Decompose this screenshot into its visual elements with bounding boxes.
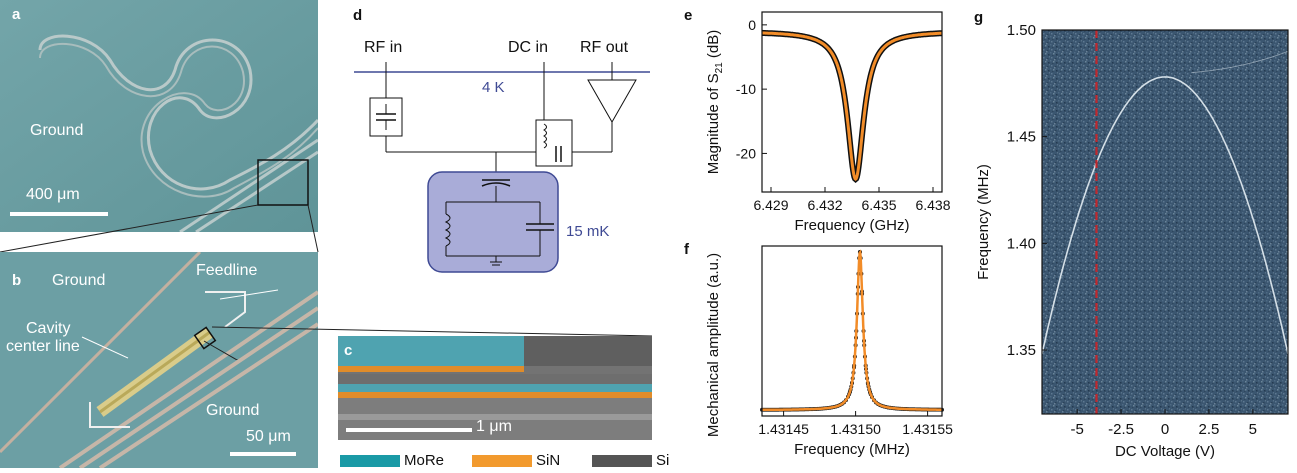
heatmap-ytick-label: 1.40 [1007, 235, 1036, 252]
bias-tee-box [535, 119, 573, 167]
mechanical-mode-trace [1041, 76, 1289, 355]
zoom-connector-lines-bc [203, 326, 653, 360]
cavity-label-line2: center line [6, 338, 80, 355]
ground-label-a: Ground [30, 122, 84, 139]
legend-swatch-si [592, 454, 652, 467]
s21-xtick-label: 6.429 [753, 197, 788, 213]
cross-section-image: c 1 μm [338, 336, 652, 440]
heatmap-ylabel: Frequency (MHz) [975, 164, 992, 280]
heatmap-ytick-label: 1.50 [1007, 22, 1036, 39]
legend-sin: SiN [472, 452, 560, 469]
scalebar-label-b: 50 μm [246, 428, 291, 445]
mechanical-xlabel: Frequency (MHz) [794, 441, 910, 458]
s21-ytick-label: -20 [736, 145, 756, 161]
amplifier-icon [587, 79, 637, 124]
s21-ylabel: Magnitude of S21 (dB) [705, 30, 725, 175]
ground-bottom-label: Ground [206, 402, 260, 419]
4k-label: 4 K [482, 79, 505, 96]
feedline-label: Feedline [196, 262, 258, 279]
circuit-diagram: d RF in DC in RF out 4 K 15 mK [353, 7, 650, 273]
sem-overview-image: a Ground 400 μm [0, 0, 318, 232]
heatmap-ytick-label: 1.45 [1007, 129, 1036, 146]
zoom-box [257, 159, 309, 206]
mechanical-axes-frame [761, 245, 943, 417]
panel-label-c: c [344, 342, 353, 359]
dc-in-label: DC in [508, 39, 548, 56]
zoom-connector-lines [0, 204, 319, 253]
panel-label-e: e [684, 7, 692, 24]
heatmap-xtick-label: 0 [1161, 421, 1169, 438]
legend-more: MoRe [340, 452, 444, 469]
s21-ytick-label: -10 [736, 81, 756, 97]
panel-label-g: g [974, 9, 983, 26]
15mk-label: 15 mK [566, 223, 609, 240]
legend-swatch-sin [472, 454, 532, 467]
panel-label-f: f [684, 241, 690, 258]
scalebar-b [230, 452, 296, 456]
panel-label-a: a [12, 6, 21, 23]
sem-zoom-image: b Ground Feedline Cavity center line Gro… [0, 252, 318, 468]
legend-label-sin: SiN [536, 452, 561, 469]
meander-resonator-drawing [0, 0, 318, 232]
scalebar-c [346, 428, 472, 432]
scalebar-a [10, 212, 108, 216]
s21-xtick-label: 6.438 [915, 197, 950, 213]
legend-label-si: Si [656, 452, 670, 469]
cavity-drawing [0, 252, 318, 468]
mechanical-xtick-label: 1.43150 [830, 421, 881, 437]
rf-out-label: RF out [580, 39, 629, 56]
legend-label-more: MoRe [404, 452, 445, 469]
heatmap-xtick-label: -5 [1070, 421, 1083, 438]
resonator-box [427, 171, 559, 273]
rf-in-label: RF in [364, 39, 402, 56]
mechanical-chart: f 1.43145 1.43150 1.43155 Frequency (MHz) Mec… [684, 241, 953, 458]
s21-fit-line [762, 31, 942, 182]
scalebar-label-c: 1 μm [476, 418, 512, 435]
heatmap-ytick-label: 1.35 [1007, 342, 1036, 359]
s21-xtick-label: 6.432 [807, 197, 842, 213]
input-capacitor-box [369, 97, 403, 137]
cavity-label-line1: Cavity [26, 320, 71, 337]
mechanical-xtick-label: 1.43145 [758, 421, 809, 437]
panel-label-d: d [353, 7, 362, 24]
s21-xtick-label: 6.435 [861, 197, 896, 213]
s21-axes-frame [761, 11, 943, 193]
cross-section-drawing [338, 336, 652, 440]
inductor-icon [444, 213, 451, 247]
legend-swatch-more [340, 454, 400, 467]
legend-si: Si [592, 452, 669, 469]
mechanical-xtick-label: 1.43155 [902, 421, 953, 437]
mechanical-ylabel: Mechanical amplitude (a.u.) [705, 253, 722, 437]
s21-chart: e 6.429 6.432 6.435 6.438 0 -10 -20 Frequency (G… [684, 7, 951, 234]
panel-label-b: b [12, 272, 22, 289]
ground-top-label: Ground [52, 272, 106, 289]
mechanical-fit-line [762, 249, 942, 412]
frequency-voltage-heatmap: g -5 -2.5 0 2.5 5 1.35 1.40 1.45 1.50 DC Voltage (… [974, 9, 1289, 460]
heatmap-xtick-label: 2.5 [1198, 421, 1219, 438]
scalebar-label-a: 400 μm [26, 186, 80, 203]
heatmap-background [1042, 30, 1288, 414]
s21-ytick-label: 0 [748, 17, 756, 33]
heatmap-xtick-label: 5 [1249, 421, 1257, 438]
heatmap-xlabel: DC Voltage (V) [1115, 443, 1215, 460]
secondary-mode-trace [1191, 50, 1289, 74]
s21-xlabel: Frequency (GHz) [794, 217, 909, 234]
heatmap-xtick-label: -2.5 [1108, 421, 1134, 438]
